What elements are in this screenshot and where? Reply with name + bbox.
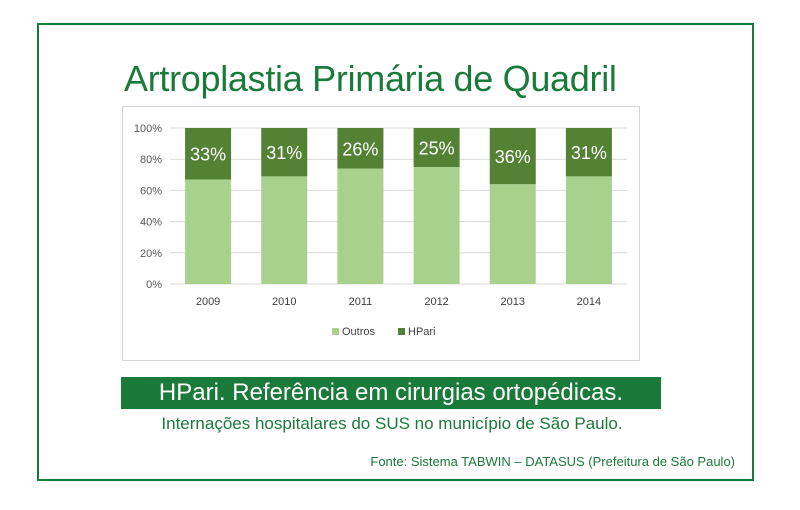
bar-hpari (413, 128, 460, 167)
x-tick-label: 2009 (196, 296, 220, 308)
x-tick-label: 2014 (577, 296, 601, 308)
data-label: 26% (342, 139, 378, 159)
y-tick-label: 20% (140, 248, 162, 260)
x-tick-label: 2011 (349, 296, 373, 308)
data-label: 31% (266, 143, 302, 163)
bar-hpari (565, 128, 612, 177)
x-tick-label: 2013 (501, 296, 525, 308)
y-tick-label: 60% (140, 185, 162, 197)
source-note: Fonte: Sistema TABWIN – DATASUS (Prefeit… (370, 454, 735, 469)
chart-title: Artroplastia Primária de Quadril (124, 58, 617, 99)
legend-label: Outros (342, 326, 376, 338)
bar-outros (565, 176, 612, 284)
legend-label: HPari (408, 326, 436, 338)
data-label: 25% (419, 139, 455, 159)
bar-outros (261, 176, 308, 284)
y-tick-label: 0% (146, 279, 162, 291)
legend-swatch-outros (332, 328, 339, 335)
data-label: 33% (190, 145, 226, 165)
y-tick-label: 100% (134, 123, 162, 135)
legend-swatch-hpari (398, 328, 405, 335)
bar-hpari (185, 128, 232, 180)
bar-outros (185, 179, 232, 284)
bar-hpari (489, 128, 536, 185)
bar-outros (489, 184, 536, 284)
y-tick-label: 40% (140, 217, 162, 229)
card-frame (37, 23, 754, 481)
bar-hpari (337, 128, 384, 169)
banner-text: HPari. Referência em cirurgias ortopédic… (121, 377, 661, 409)
y-tick-label: 80% (140, 154, 162, 166)
bar-outros (337, 168, 384, 284)
stacked-bar-chart: 0% 20% 40% 60% 80% 100% 33% 2009 31% 2010 26% 2011 2… (134, 123, 627, 338)
bar-hpari (261, 128, 308, 177)
x-tick-label: 2010 (272, 296, 296, 308)
subtitle-text: Internações hospitalares do SUS no munic… (161, 414, 623, 433)
bar-outros (413, 167, 460, 284)
x-tick-label: 2012 (424, 296, 448, 308)
data-label: 31% (571, 143, 607, 163)
data-label: 36% (495, 147, 531, 167)
